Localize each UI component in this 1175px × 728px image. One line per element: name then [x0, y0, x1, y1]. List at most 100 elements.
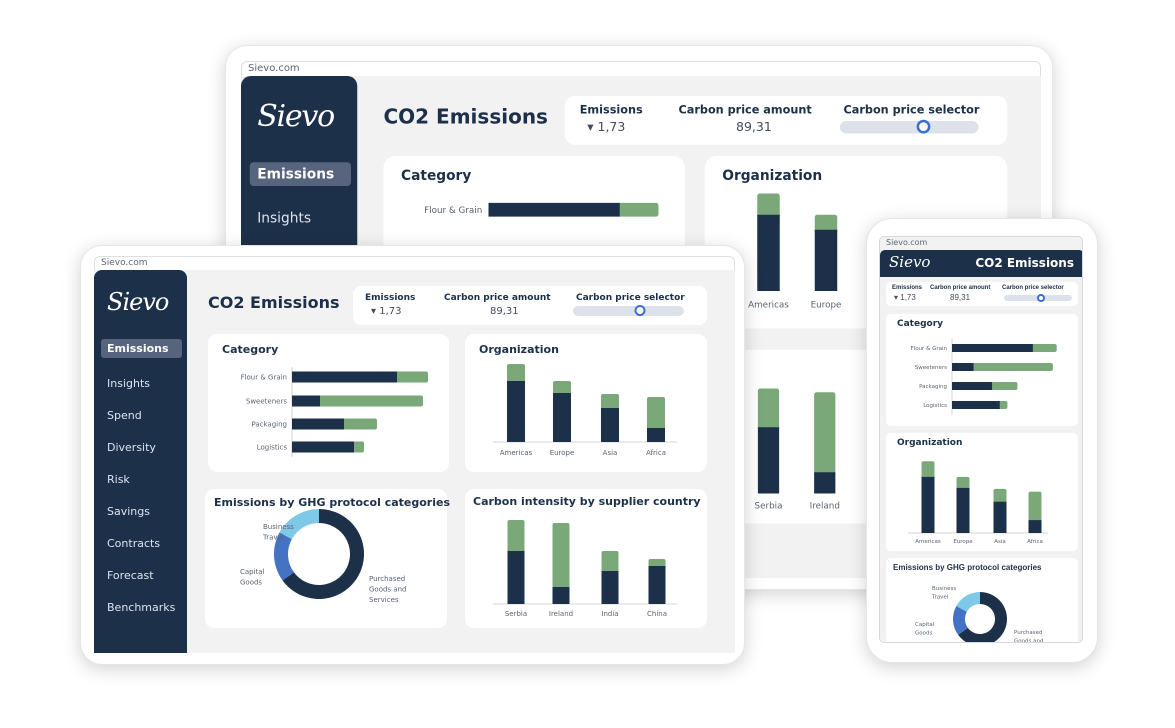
card-title: Category: [897, 319, 944, 329]
carbon-intensity-chart: Serbia Ireland India China: [493, 520, 677, 618]
category-label: Packaging: [251, 420, 287, 428]
sidebar-item-diversity[interactable]: Diversity: [107, 441, 156, 454]
carbon-price-value: 89,31: [950, 293, 971, 302]
card-title: Emissions by GHG protocol categories: [214, 496, 450, 509]
ghg-card: Emissions by GHG protocol categories Pur…: [886, 558, 1078, 642]
emissions-label: Emissions: [365, 293, 416, 303]
bar-segment-primary: [552, 587, 570, 604]
carbon-price-label: Carbon price amount: [444, 293, 551, 303]
emissions-label: Emissions: [892, 285, 923, 291]
sidebar-item-benchmarks[interactable]: Benchmarks: [107, 601, 176, 614]
slider-knob[interactable]: [1037, 294, 1046, 302]
bar-segment-secondary: [394, 371, 428, 383]
sidebar-item-emissions[interactable]: Emissions: [249, 162, 351, 186]
category-label: Logistics: [923, 403, 947, 409]
sidebar-item-spend[interactable]: Spend: [107, 409, 142, 422]
sidebar-item-insights[interactable]: Insights: [257, 209, 312, 226]
organization-card: Organization Americas Europe Asia Africa: [886, 433, 1078, 551]
slice-label: Travel: [931, 594, 949, 600]
bar-segment-primary: [757, 427, 780, 494]
bar-segment-secondary: [757, 388, 780, 431]
carbon-price-slider[interactable]: [573, 305, 684, 316]
carbon-price-slider[interactable]: [839, 119, 979, 134]
bar-segment-primary: [507, 551, 525, 604]
sidebar-item-contracts[interactable]: Contracts: [107, 537, 161, 550]
page-title: CO2 Emissions: [975, 256, 1074, 270]
sidebar-item-savings[interactable]: Savings: [107, 505, 150, 518]
bar-segment-primary: [292, 418, 344, 430]
sidebar-item-emissions[interactable]: Emissions: [101, 339, 182, 358]
kpi-card: Emissions ▾ 1,73 Carbon price amount 89,…: [353, 286, 707, 325]
category-label: Europe: [811, 300, 842, 310]
category-label: Americas: [748, 300, 789, 310]
category-chart: Flour & Grain Sweeteners Packaging Logistic…: [911, 338, 1057, 415]
card-title: Organization: [479, 343, 559, 356]
bar-segment-secondary: [993, 488, 1007, 505]
organization-chart: Americas Europe: [748, 193, 842, 310]
front-address-bar: Sievo.com: [94, 256, 735, 271]
bar-segment-primary: [1028, 520, 1042, 533]
carbon-price-value: 89,31: [736, 121, 772, 135]
page-title: CO2 Emissions: [208, 293, 340, 312]
slice-label: Goods and: [369, 586, 406, 594]
category-label: Asia: [994, 539, 1006, 545]
bar-segment-secondary: [317, 395, 423, 407]
carbon-price-selector-label: Carbon price selector: [576, 293, 685, 303]
card-title: Category: [401, 167, 472, 184]
bar-segment-primary: [952, 401, 1000, 409]
bar-segment-secondary: [341, 418, 377, 430]
emissions-value: ▾ 1,73: [371, 306, 402, 317]
kpi-card: Emissions ▾ 1,73 Carbon price amount 89,…: [886, 282, 1078, 306]
slice-label: Purchased: [1014, 630, 1042, 636]
slice-label: Business: [932, 586, 956, 592]
slider-knob[interactable]: [634, 305, 646, 316]
bar-segment-secondary: [757, 193, 780, 219]
slice-label: Travel: [262, 534, 284, 542]
phone-header: Sievo CO2 Emissions: [880, 250, 1082, 277]
bar-segment-primary: [601, 571, 619, 604]
carbon-price-slider[interactable]: [1004, 294, 1072, 302]
bar-segment-secondary: [921, 461, 935, 480]
sievo-logo[interactable]: Sievo: [257, 98, 335, 134]
slice-label: Business: [263, 523, 294, 531]
slice-label: Goods: [915, 630, 932, 636]
organization-card: Organization Americas Europe Asia Africa: [465, 334, 707, 472]
bar-segment-secondary: [956, 476, 970, 491]
donut-slice: [958, 592, 1007, 642]
bar-segment-primary: [993, 501, 1007, 533]
bar-segment-primary: [553, 393, 571, 442]
card-title: Carbon intensity by supplier country: [473, 495, 701, 508]
category-label: Africa: [1027, 539, 1043, 545]
slice-label: Services: [369, 596, 399, 604]
bar-segment-secondary: [552, 523, 570, 590]
category-chart: Flour & Grain: [424, 202, 659, 217]
bar-segment-secondary: [647, 397, 665, 431]
front-tablet-screen: Sievo Emissions Insights Spend Diversity…: [94, 270, 735, 653]
sidebar-item-risk[interactable]: Risk: [107, 473, 130, 486]
category-label: China: [647, 610, 667, 618]
bar-segment-secondary: [601, 551, 619, 574]
bar-segment-primary: [601, 408, 619, 442]
category-card: Category Flour & Grain Sweeteners Packagin…: [886, 314, 1078, 426]
bar-segment-primary: [292, 395, 320, 407]
donut-slice: [953, 605, 968, 635]
sidebar-item-forecast[interactable]: Forecast: [107, 569, 154, 582]
slider-knob[interactable]: [916, 119, 930, 134]
kpi-card: Emissions ▾ 1,73 Carbon price amount 89,…: [564, 96, 1008, 145]
emissions-value: ▾ 1,73: [587, 121, 626, 135]
category-label: Serbia: [755, 502, 783, 512]
category-label: Logistics: [257, 443, 288, 451]
slice-label: Purchased: [369, 575, 405, 583]
slice-label: Capital: [915, 622, 935, 628]
bar-segment-primary: [648, 566, 666, 604]
sievo-logo[interactable]: Sievo: [107, 288, 169, 316]
emissions-label: Emissions: [579, 104, 643, 118]
bar-segment-primary: [814, 472, 836, 494]
sidebar-item-insights[interactable]: Insights: [107, 377, 151, 390]
carbon-intensity-chart: Serbia Ireland: [755, 388, 840, 512]
sidebar: Sievo Emissions Insights Spend Diversity…: [94, 270, 187, 653]
organization-chart: Americas Europe Asia Africa: [493, 364, 677, 457]
bar-segment-primary: [921, 476, 935, 533]
